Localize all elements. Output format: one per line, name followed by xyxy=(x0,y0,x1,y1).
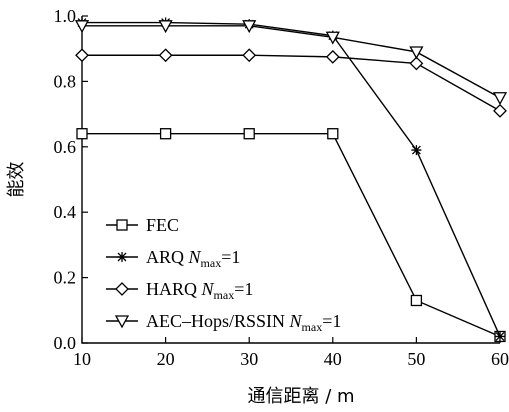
data-point xyxy=(243,128,255,140)
y-tick-label: 1.0 xyxy=(54,6,77,26)
y-tick-label: 0.0 xyxy=(54,333,77,353)
data-point xyxy=(74,20,90,34)
y-axis-label: 能效 xyxy=(6,162,27,198)
series-2 xyxy=(75,48,507,118)
data-point xyxy=(242,20,257,34)
legend-subscript: max xyxy=(201,256,222,270)
legend-name: AEC–Hops/RSSIN xyxy=(146,311,290,331)
legend-variable: N xyxy=(201,279,215,299)
data-point xyxy=(325,49,340,64)
series-3 xyxy=(74,20,508,106)
data-point xyxy=(409,56,424,71)
x-tick-label: 40 xyxy=(324,349,342,369)
data-point xyxy=(325,31,340,45)
legend-suffix: =1 xyxy=(322,311,341,331)
legend-variable: N xyxy=(188,247,202,267)
x-tick-label: 50 xyxy=(407,349,425,369)
legend-marker xyxy=(114,315,130,329)
axes xyxy=(81,16,500,344)
series-0 xyxy=(76,128,506,343)
legend-subscript: max xyxy=(302,320,323,334)
legend-label: HARQ Nmax=1 xyxy=(146,279,253,302)
legend-item: ARQ Nmax=1 xyxy=(106,247,240,270)
legend-suffix: =1 xyxy=(221,247,240,267)
data-point xyxy=(409,46,424,60)
series-line xyxy=(82,21,501,337)
data-point xyxy=(411,145,422,156)
legend-name: FEC xyxy=(146,215,179,235)
legend-name: HARQ xyxy=(146,279,202,299)
data-point xyxy=(242,48,257,63)
data-point xyxy=(158,20,173,34)
data-point xyxy=(327,128,339,140)
legend-item: HARQ Nmax=1 xyxy=(106,279,253,302)
legend-item: FEC xyxy=(106,215,179,235)
series-group xyxy=(74,17,508,343)
y-tick-label: 0.6 xyxy=(54,137,77,157)
legend-label: ARQ Nmax=1 xyxy=(146,247,240,270)
data-point xyxy=(159,128,172,140)
legend-item: AEC–Hops/RSSIN Nmax=1 xyxy=(106,311,341,334)
x-tick-label: 30 xyxy=(240,349,258,369)
legend-variable: N xyxy=(289,311,303,331)
data-point xyxy=(158,48,173,63)
series-line xyxy=(82,133,501,338)
series-line xyxy=(82,25,501,99)
legend-marker xyxy=(115,282,129,296)
x-tick-label: 20 xyxy=(157,349,175,369)
legend-label: AEC–Hops/RSSIN Nmax=1 xyxy=(146,311,341,334)
legend-name: ARQ xyxy=(146,247,189,267)
legend-label: FEC xyxy=(146,215,179,235)
legend-marker xyxy=(116,219,128,231)
data-point xyxy=(495,331,505,342)
data-point xyxy=(493,103,507,118)
data-point xyxy=(76,128,88,140)
legend-subscript: max xyxy=(214,288,235,302)
tick-marks: 10 20 30 40 50 60 0.0 0.2 0.4 0.6 0.8 1.0 xyxy=(54,6,509,369)
legend-suffix: =1 xyxy=(234,279,253,299)
data-point xyxy=(492,92,508,106)
series-line xyxy=(82,54,501,112)
x-tick-label: 60 xyxy=(491,349,509,369)
data-point xyxy=(75,48,89,63)
legend-marker xyxy=(117,252,127,262)
data-point xyxy=(410,294,423,307)
x-axis-label: 通信距离 / m xyxy=(247,386,354,407)
y-tick-label: 0.8 xyxy=(54,71,77,91)
y-tick-label: 0.4 xyxy=(54,202,77,222)
axis-lines xyxy=(81,16,500,344)
x-tick-label: 10 xyxy=(73,349,91,369)
y-tick-label: 0.2 xyxy=(54,268,77,288)
